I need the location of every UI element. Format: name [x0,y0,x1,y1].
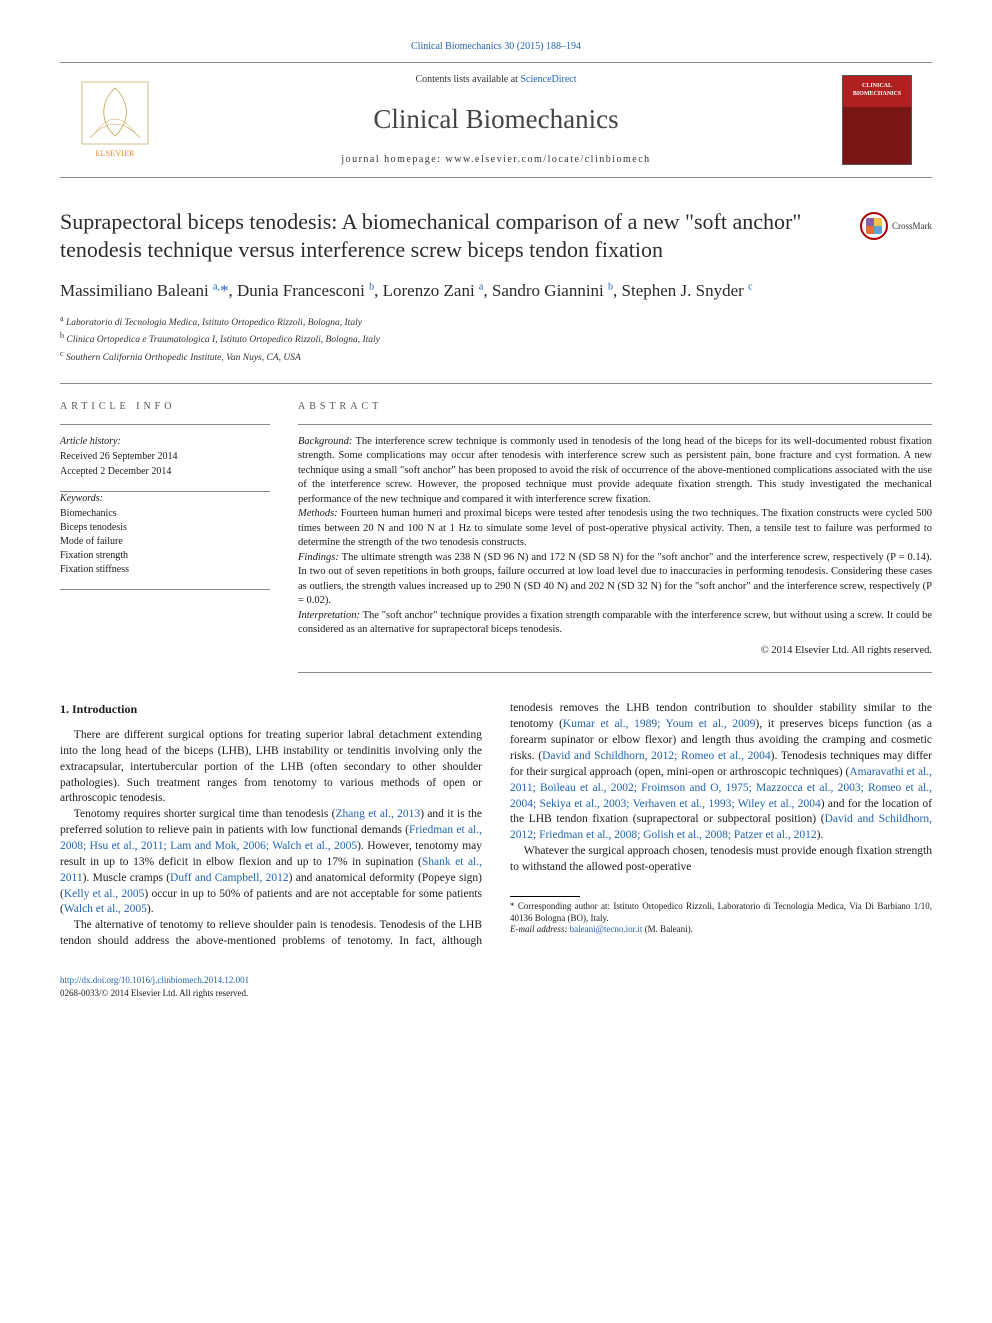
email-tail: (M. Baleani). [642,924,692,934]
homepage-label: journal homepage: [341,154,445,165]
page-root: Clinical Biomechanics 30 (2015) 188–194 … [0,0,992,1039]
section-heading: 1. Introduction [60,701,482,718]
citation-link[interactable]: Kumar et al., 1989; Youm et al., 2009 [563,718,756,730]
homepage-line: journal homepage: www.elsevier.com/locat… [150,153,842,167]
corresponding-footnote: * Corresponding author at: Istituto Orto… [510,901,932,936]
email-line: E-mail address: baleani@tecno.ior.it (M.… [510,924,932,936]
homepage-url[interactable]: www.elsevier.com/locate/clinbiomech [446,154,651,165]
running-citation: Clinical Biomechanics 30 (2015) 188–194 [60,40,932,54]
citation-link[interactable]: Kelly et al., 2005 [64,888,145,900]
keyword: Fixation strength [60,549,270,563]
email-label: E-mail address: [510,924,570,934]
para: There are different surgical options for… [60,728,482,807]
contents-line: Contents lists available at ScienceDirec… [150,73,842,87]
rule [60,424,270,425]
abstract-body: Background: The interference screw techn… [298,435,932,638]
keywords-list: BiomechanicsBiceps tenodesisMode of fail… [60,507,270,577]
issn-line: 0268-0033/© 2014 Elsevier Ltd. All right… [60,987,932,1000]
citation-link[interactable]: Walch et al., 2005 [64,903,147,915]
copyright: © 2014 Elsevier Ltd. All rights reserved… [298,644,932,659]
body-columns: 1. Introduction There are different surg… [60,701,932,950]
accepted-line: Accepted 2 December 2014 [60,465,270,479]
doi-link[interactable]: http://dx.doi.org/10.1016/j.clinbiomech.… [60,974,932,987]
cover-text: CLINICAL BIOMECHANICS [843,82,911,99]
keyword: Biomechanics [60,507,270,521]
rule [60,589,270,590]
citation-link[interactable]: Duff and Campbell, 2012 [170,872,289,884]
journal-name: Clinical Biomechanics [150,101,842,139]
journal-cover-thumb: CLINICAL BIOMECHANICS [842,75,912,165]
footer-identifiers: http://dx.doi.org/10.1016/j.clinbiomech.… [60,974,932,999]
corr-text: * Corresponding author at: Istituto Orto… [510,901,932,924]
abstract-label: ABSTRACT [298,400,932,414]
svg-text:ELSEVIER: ELSEVIER [95,149,135,158]
abstract-col: ABSTRACT Background: The interference sc… [298,400,932,673]
header-center: Contents lists available at ScienceDirec… [150,73,842,167]
affiliations: a Laboratorio di Tecnologia Medica, Isti… [60,313,932,365]
journal-header: ELSEVIER Contents lists available at Sci… [60,62,932,178]
crossmark-widget[interactable]: CrossMark [860,212,932,240]
elsevier-logo: ELSEVIER [80,80,150,160]
history-head: Article history: [60,435,270,449]
citation-link[interactable]: Zhang et al., 2013 [336,808,421,820]
email-link[interactable]: baleani@tecno.ior.it [570,924,643,934]
article-info-label: ARTICLE INFO [60,400,270,414]
article-info-col: ARTICLE INFO Article history: Received 2… [60,400,270,673]
received-line: Received 26 September 2014 [60,450,270,464]
keyword: Fixation stiffness [60,563,270,577]
meta-abstract-row: ARTICLE INFO Article history: Received 2… [60,383,932,673]
para: Whatever the surgical approach chosen, t… [510,844,932,876]
keyword: Mode of failure [60,535,270,549]
keywords-head: Keywords: [60,492,270,506]
crossmark-label: CrossMark [892,220,932,233]
footnote-rule [510,896,580,897]
title-block: Suprapectoral biceps tenodesis: A biomec… [60,208,932,265]
keyword: Biceps tenodesis [60,521,270,535]
para: Tenotomy requires shorter surgical time … [60,807,482,918]
rule [298,424,932,425]
contents-prefix: Contents lists available at [415,74,520,85]
article-title: Suprapectoral biceps tenodesis: A biomec… [60,208,932,265]
citation-link[interactable]: David and Schildhorn, 2012; Romeo et al.… [542,750,771,762]
crossmark-icon [860,212,888,240]
sciencedirect-link[interactable]: ScienceDirect [520,74,576,85]
author-list: Massimiliano Baleani a,*, Dunia Francesc… [60,279,932,303]
